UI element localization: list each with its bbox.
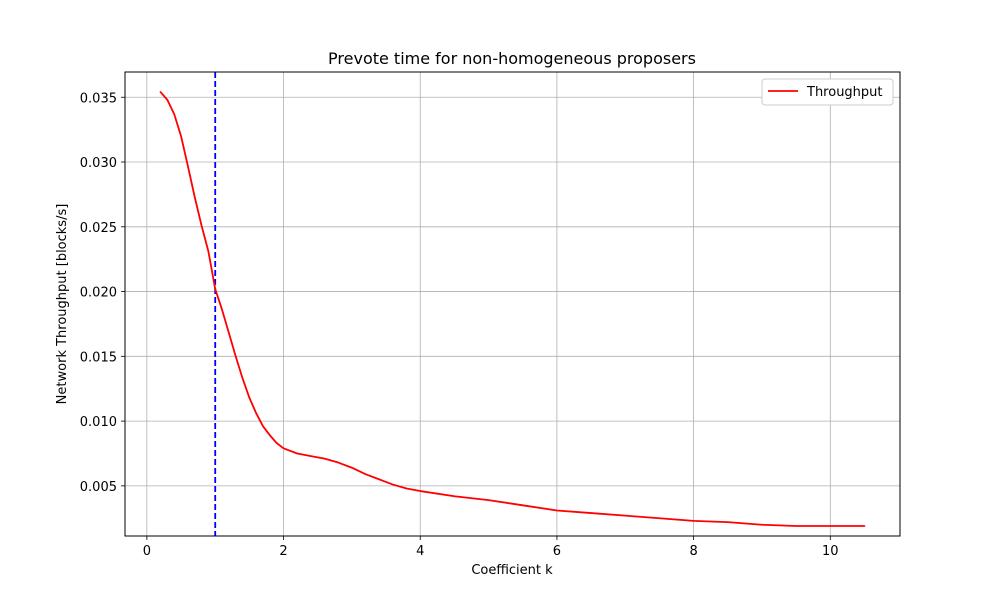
y-tick-label: 0.035 [80,91,117,106]
legend-box [761,78,894,106]
grid [125,72,900,536]
x-axis-ticks: 0 2 4 6 8 10 [143,536,839,559]
y-axis-label: Network Throughput [blocks/s] [55,204,70,405]
y-tick-label: 0.025 [80,221,117,236]
y-tick-label: 0.005 [80,480,117,495]
y-tick-label: 0.020 [80,286,117,301]
x-tick-label: 6 [553,544,561,559]
x-tick-label: 2 [279,544,287,559]
x-tick-label: 10 [822,544,839,559]
x-tick-label: 8 [689,544,697,559]
legend: Throughput [761,78,894,106]
x-tick-label: 4 [416,544,424,559]
plot-area-frame [124,71,901,537]
legend-label-throughput: Throughput [806,85,883,100]
x-tick-label: 0 [143,544,151,559]
series-layer [159,91,866,527]
y-axis-ticks: 0.005 0.010 0.015 0.020 0.025 0.030 0.035 [80,91,125,495]
x-axis-label: Coefficient k [471,563,553,578]
y-tick-label: 0.015 [80,350,117,365]
y-tick-label: 0.030 [80,156,117,171]
chart-title: Prevote time for non-homogeneous propose… [328,49,696,68]
y-tick-label: 0.010 [80,415,117,430]
series-line-throughput [159,91,866,527]
